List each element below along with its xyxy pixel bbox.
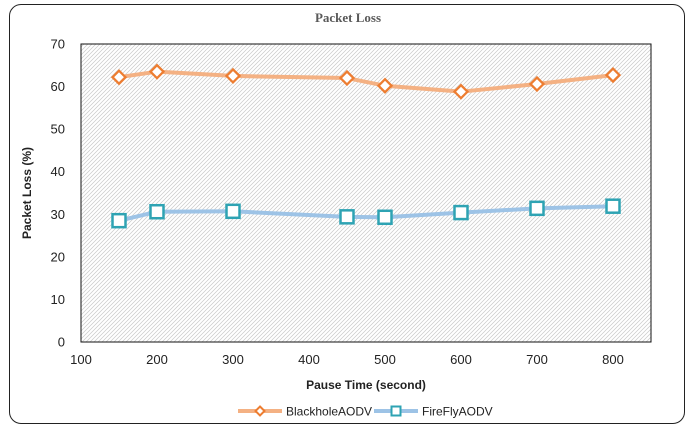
- data-point-marker: [224, 67, 242, 85]
- data-point-marker: [453, 204, 469, 221]
- y-tick-label: 20: [51, 249, 65, 264]
- data-point-marker: [149, 203, 165, 220]
- x-tick-label: 600: [450, 352, 472, 367]
- y-tick-label: 70: [51, 37, 65, 52]
- series-fireflyaodv: [111, 198, 621, 229]
- data-point-marker: [605, 198, 621, 214]
- legend-marker-swatch: [254, 405, 266, 417]
- legend: BlackholeAODV FireFlyAODV: [238, 405, 493, 419]
- data-point-marker: [528, 75, 546, 93]
- legend-label: FireFlyAODV: [422, 405, 493, 419]
- series-line: [118, 69, 614, 94]
- y-axis-ticks: 0 10 20 30 40 50 60 70: [51, 37, 65, 350]
- x-axis-title: Pause Time (second): [306, 378, 426, 392]
- plot-area: [80, 43, 652, 343]
- x-tick-label: 500: [374, 352, 396, 367]
- x-tick-label: 800: [602, 352, 624, 367]
- series-layer: [110, 63, 622, 229]
- y-tick-label: 30: [51, 207, 65, 222]
- x-axis-ticks: 100 200 300 400 500 600 700 800: [70, 352, 624, 367]
- y-tick-label: 10: [51, 292, 65, 307]
- x-tick-label: 100: [70, 352, 92, 367]
- legend-item: FireFlyAODV: [374, 405, 493, 419]
- legend-marker-swatch: [390, 405, 402, 417]
- data-point-marker: [111, 212, 127, 229]
- data-point-marker: [225, 203, 241, 220]
- x-tick-label: 200: [146, 352, 168, 367]
- y-tick-label: 40: [51, 164, 65, 179]
- series-line: [118, 204, 614, 223]
- series-blackholeaodv: [110, 63, 622, 100]
- y-tick-label: 0: [58, 335, 65, 350]
- data-point-marker: [148, 63, 166, 80]
- data-point-marker: [377, 209, 393, 226]
- x-tick-label: 300: [222, 352, 244, 367]
- legend-label: BlackholeAODV: [286, 405, 372, 419]
- data-point-marker: [338, 69, 356, 87]
- x-tick-label: 700: [526, 352, 548, 367]
- data-point-marker: [376, 77, 394, 94]
- y-tick-label: 60: [51, 79, 65, 94]
- data-point-marker: [339, 209, 355, 225]
- legend-item: BlackholeAODV: [238, 405, 372, 419]
- data-point-marker: [604, 66, 622, 84]
- y-tick-label: 50: [51, 122, 65, 137]
- data-point-marker: [110, 69, 128, 86]
- data-point-marker: [452, 83, 470, 100]
- y-axis-title: Packet Loss (%): [20, 147, 34, 239]
- data-point-marker: [529, 200, 545, 217]
- x-tick-label: 400: [298, 352, 320, 367]
- chart-title: Packet Loss: [315, 10, 381, 25]
